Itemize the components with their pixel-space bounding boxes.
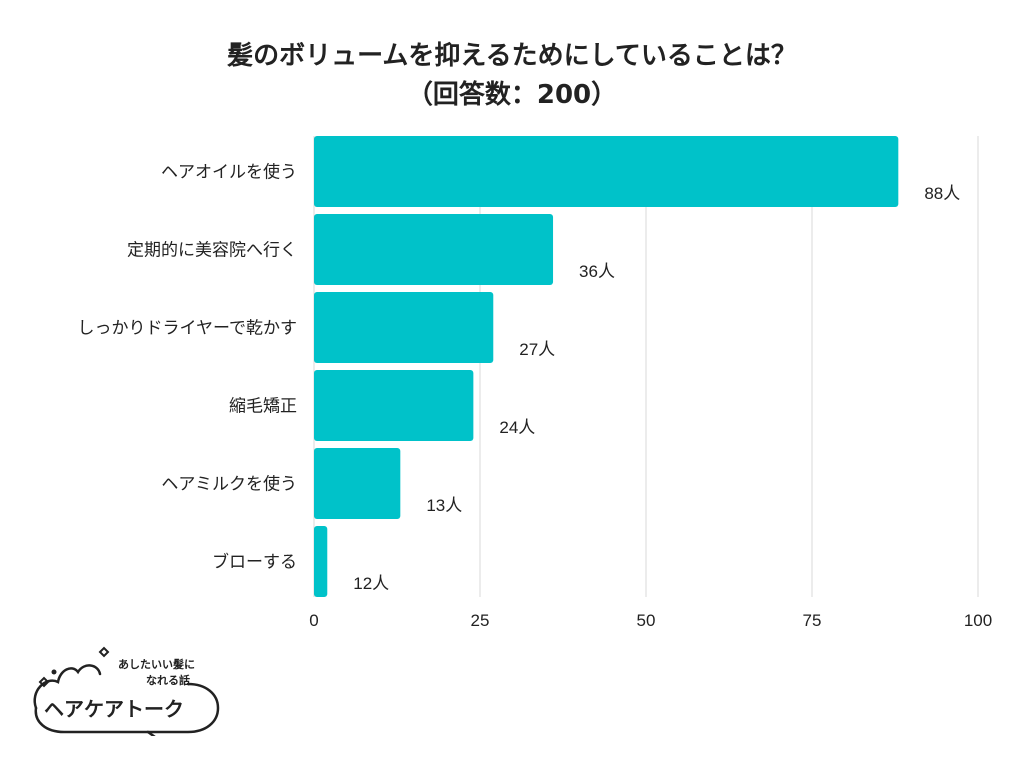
value-labels: 88人 36人 27人 24人 13人 12人 <box>353 184 960 593</box>
category-label: 縮毛矯正 <box>229 397 297 417</box>
sparkle-icon <box>38 646 110 688</box>
value-label: 12人 <box>353 574 389 593</box>
logo-name: ヘアケアトーク <box>44 697 184 721</box>
chart-title: 髪のボリュームを抑えるためにしていることは？ <box>226 41 797 71</box>
x-tick-label: 25 <box>471 611 490 630</box>
value-label: 27人 <box>519 340 555 359</box>
category-label: しっかりドライヤーで乾かす <box>78 319 297 339</box>
bar <box>314 526 328 597</box>
logo-cloud-outline <box>33 664 102 710</box>
logo-tagline-1: あしたいい髪に <box>118 657 195 671</box>
x-tick-label: 75 <box>803 611 822 630</box>
value-label: 13人 <box>426 496 462 515</box>
bar <box>314 292 494 363</box>
brand-logo: あしたいい髪に なれる話 ヘアケアトーク <box>33 646 220 736</box>
x-tick-label: 100 <box>964 611 992 630</box>
gridlines <box>313 136 979 597</box>
logo-tagline-2: なれる話 <box>146 673 190 687</box>
bar <box>314 448 401 519</box>
category-label: ブローする <box>212 552 297 573</box>
category-labels: ヘアオイルを使う定期的に美容院へ行くしっかりドライヤーで乾かす縮毛矯正ヘアミルク… <box>78 162 297 573</box>
category-label: ヘアミルクを使う <box>161 474 297 495</box>
value-label: 36人 <box>579 262 615 281</box>
bar <box>314 214 554 285</box>
category-label: 定期的に美容院へ行く <box>127 241 297 261</box>
logo-bubble-tail <box>146 730 156 736</box>
bar <box>314 136 899 207</box>
x-tick-label: 0 <box>309 611 318 630</box>
bars <box>314 136 899 597</box>
logo-speech-bubble <box>34 682 220 734</box>
category-label: ヘアオイルを使う <box>161 162 297 183</box>
x-tick-label: 50 <box>637 611 656 630</box>
dot-icon <box>51 669 57 675</box>
value-label: 24人 <box>499 418 535 437</box>
x-axis-ticks: 0 25 50 75 100 <box>309 611 992 630</box>
chart-subtitle: （回答数：200） <box>407 79 617 110</box>
bar <box>314 370 474 441</box>
value-label: 88人 <box>924 184 960 203</box>
